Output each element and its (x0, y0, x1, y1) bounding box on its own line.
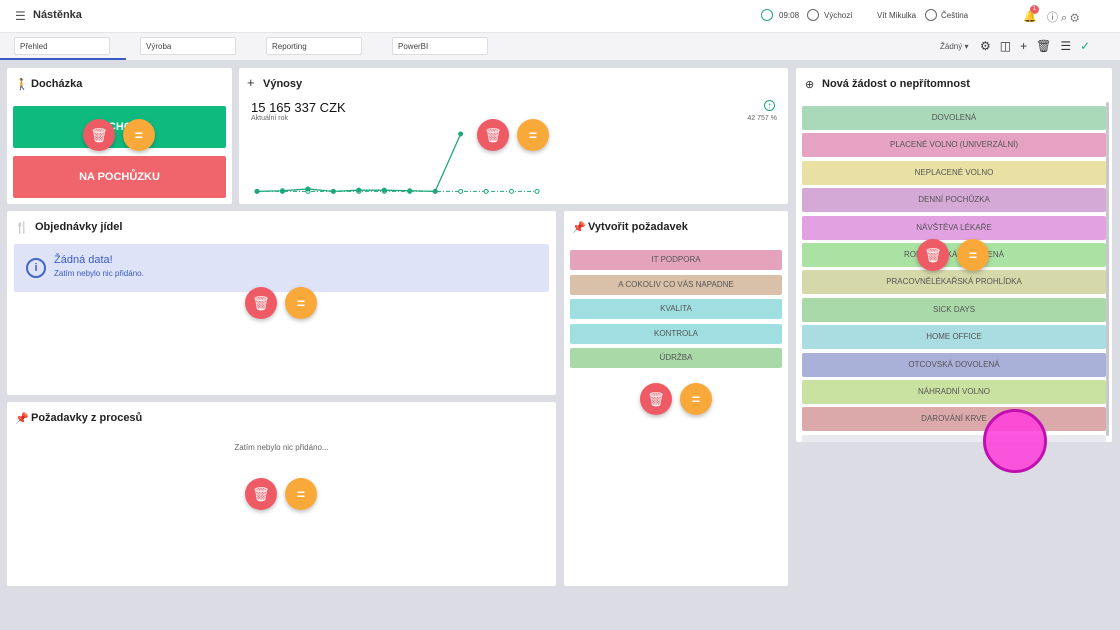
request-button[interactable]: IT PODPORA (570, 250, 782, 270)
sparkline-point (356, 187, 362, 193)
processes-widget: 📌 Požadavky z procesů Zatím nebylo nic p… (7, 402, 556, 586)
sparkline-point (534, 188, 540, 194)
attendance-button[interactable]: NA POCHŮZKU (13, 156, 226, 198)
request-button[interactable]: NÁVŠTĚVA LÉKAŘE (802, 215, 1106, 240)
sparkline-point (458, 131, 464, 137)
period: Aktuální rok (251, 115, 288, 122)
mode[interactable]: Výchozí (824, 11, 853, 20)
request-button[interactable]: PRACOVNĚLÉKAŘSKÁ PROHLÍDKA (802, 270, 1106, 295)
request-button[interactable]: OTCOVSKÁ DOVOLENÁ (802, 352, 1106, 377)
requests-widget: 📌 Vytvořit požadavek IT PODPORA A COKOLIV… (564, 211, 788, 586)
toolbar-icons[interactable]: ⚙◫+🗑☰✓ (980, 39, 1100, 53)
delete-button[interactable]: 🗑 (245, 478, 277, 510)
attendance-button[interactable]: ODCHODY (13, 106, 226, 148)
delete-button[interactable]: 🗑 (640, 383, 672, 415)
icon: 📌 (572, 222, 586, 234)
widget-title: Objednávky jídel (35, 221, 123, 233)
widget-title: Vytvořit požadavek (588, 221, 688, 233)
sparkline-point (407, 188, 413, 194)
icon: 🍴 (15, 222, 29, 234)
widget-title: Docházka (31, 78, 83, 90)
sparkline-point (458, 188, 464, 194)
delete-button[interactable]: 🗑 (83, 119, 115, 151)
request-button[interactable]: NÁHRADNÍ VOLNO (802, 380, 1106, 404)
sparkline-point (381, 187, 387, 193)
filter[interactable]: Žádný ▾ (940, 42, 969, 51)
time: 09:08 (779, 11, 800, 20)
icon: + (247, 75, 255, 90)
sparkline-series (256, 133, 462, 193)
delete-button[interactable]: 🗑 (917, 239, 949, 271)
scrollbar[interactable] (1106, 102, 1109, 436)
request-button[interactable]: SICK DAYS (802, 297, 1106, 322)
sparkline-point (254, 188, 260, 194)
icon: 🚶 (15, 79, 29, 91)
tab-underline (0, 58, 126, 60)
filter-label: Žádný (940, 42, 963, 51)
page-title: Nástěnka (33, 9, 82, 21)
drag-button[interactable]: = (285, 287, 317, 319)
request-button[interactable]: KONTROLA (570, 323, 782, 344)
change: 42 757 % (747, 115, 777, 122)
sparkline-point (279, 188, 285, 194)
attendance-widget: 🚶 Docházka ODCHODY NA POCHŮZKU (7, 68, 232, 204)
delete-button[interactable]: 🗑 (245, 287, 277, 319)
meals-widget: 🍴 Objednávky jídel i Žádná data! Zatím n… (7, 211, 556, 395)
sparkline-point (432, 188, 438, 194)
icons[interactable]: 🔔 (1023, 11, 1037, 23)
drag-button[interactable]: = (957, 239, 989, 271)
request-button[interactable]: A COKOLIV CO VÁS NAPADNE (570, 274, 782, 295)
sparkline-point (509, 188, 515, 194)
mode-icon (807, 9, 819, 21)
request-button[interactable]: DOVOLENÁ (802, 106, 1106, 130)
request-button[interactable]: ÚDRŽBA (570, 348, 782, 368)
top-bar: ☰ Nástěnka 09:08 Výchozí Vít Mikulka Češ… (0, 0, 1120, 33)
info-box: i Žádná data! Zatím nebylo nic přidáno. (14, 244, 549, 292)
widget-title: Výnosy (263, 78, 303, 90)
empty-title: Žádná data! (54, 254, 113, 266)
drag-button[interactable]: = (123, 119, 155, 151)
request-button[interactable]: SLUŽEBNÍ CESTA (802, 434, 1106, 442)
drag-button[interactable]: = (680, 383, 712, 415)
request-button[interactable]: PLACENÉ VOLNO (UNIVERZÁLNÍ) (802, 133, 1106, 158)
menu-icon[interactable]: ☰ (15, 9, 26, 23)
tab[interactable]: PowerBI (392, 37, 488, 55)
request-button[interactable]: HOME OFFICE (802, 325, 1106, 350)
icon: ⊕ (805, 79, 815, 91)
notification-badge: 1 (1030, 5, 1039, 14)
sparkline-point (483, 188, 489, 194)
request-button[interactable]: KVALITA (570, 299, 782, 319)
user[interactable]: Vít Mikulka (877, 11, 917, 20)
sparkline-point (305, 186, 311, 192)
widget-title: Požadavky z procesů (31, 412, 143, 424)
tab[interactable]: Výroba (140, 37, 236, 55)
icon: 📌 (15, 413, 29, 425)
language-icon (925, 9, 937, 21)
drag-button[interactable]: = (517, 119, 549, 151)
amount: 15 165 337 CZK (251, 100, 346, 115)
drag-button[interactable]: = (285, 478, 317, 510)
widget-title: Nová žádost o nepřítomnost (822, 78, 970, 90)
sparkline (254, 131, 540, 194)
cursor-highlight (983, 409, 1047, 473)
revenue-widget: + Výnosy 15 165 337 CZK Aktuální rok ↑ 4… (239, 68, 788, 204)
empty-text: Zatím nebylo nic přidáno... (234, 443, 329, 452)
up-icon: ↑ (764, 100, 775, 111)
sparkline-point (330, 188, 336, 194)
language[interactable]: Čeština (941, 11, 969, 20)
status-icon (761, 9, 773, 21)
request-button[interactable]: NEPLACENÉ VOLNO (802, 160, 1106, 185)
request-button[interactable]: DAROVÁNÍ KRVE (802, 407, 1106, 432)
icons[interactable]: ⓘ ⌕ ⚙ (1047, 12, 1080, 24)
empty-text: Zatím nebylo nic přidáno. (54, 269, 144, 278)
info-icon: i (26, 258, 46, 278)
tab[interactable]: Přehled (14, 37, 110, 55)
request-button[interactable]: RODIČOVSKÁ DOVOLENÁ (802, 243, 1106, 267)
tab[interactable]: Reporting (266, 37, 362, 55)
request-button[interactable]: DENNÍ POCHŮZKA (802, 188, 1106, 213)
delete-button[interactable]: 🗑 (477, 119, 509, 151)
absence-widget: ⊕ Nová žádost o nepřítomnost DOVOLENÁ PLA… (796, 68, 1112, 442)
